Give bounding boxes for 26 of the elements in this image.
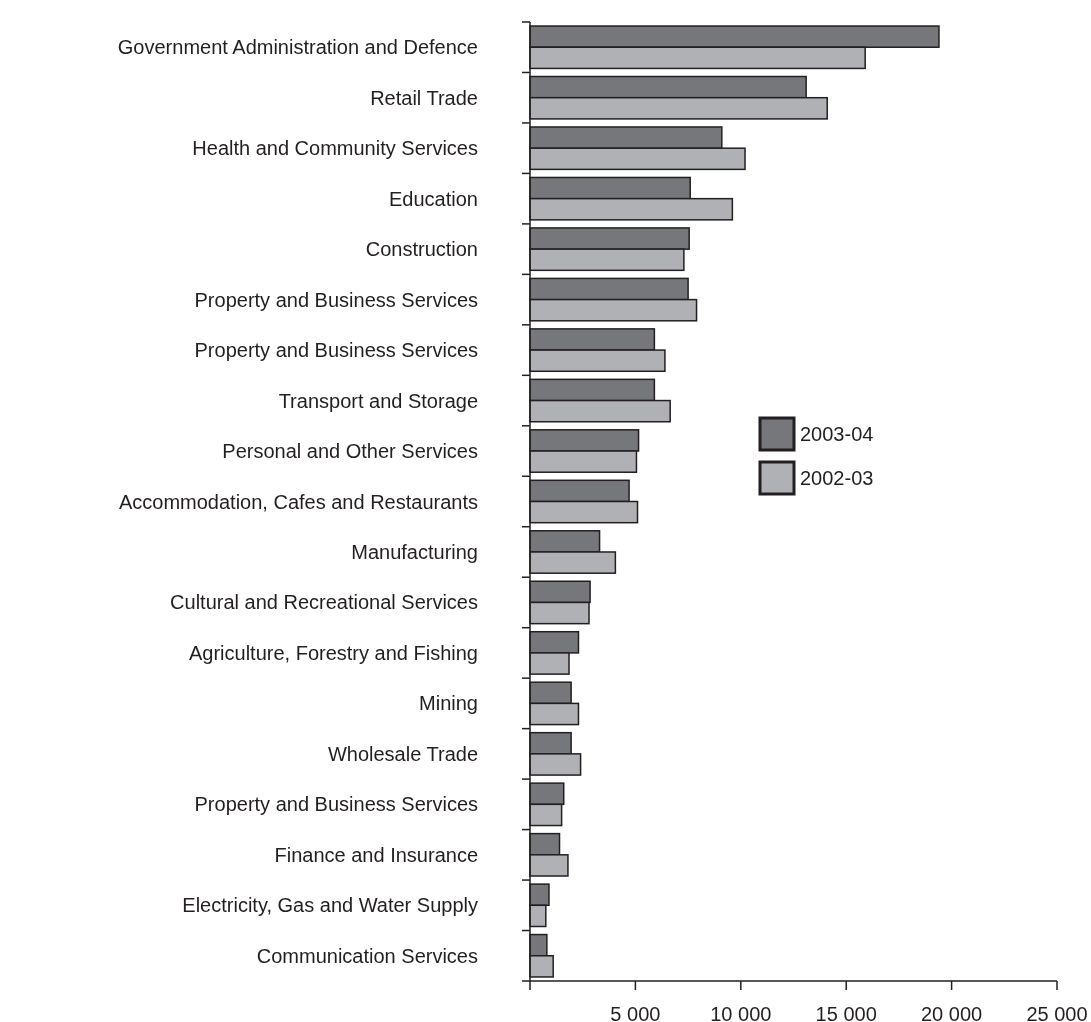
y-tick-label: Property and Business Services bbox=[194, 793, 478, 816]
y-tick-label: Government Administration and Defence bbox=[117, 36, 478, 59]
legend-label: 2002-03 bbox=[800, 467, 874, 489]
y-tick-label: Wholesale Trade bbox=[327, 742, 478, 765]
x-tick-label: 25 000 bbox=[1026, 1003, 1088, 1022]
y-tick-label: Mining bbox=[419, 692, 478, 715]
y-tick-label: Personal and Other Services bbox=[222, 440, 478, 463]
y-tick-label: Accommodation, Cafes and Restaurants bbox=[118, 490, 478, 513]
y-tick-label: Property and Business Services bbox=[194, 339, 478, 362]
x-tick-label: 5 000 bbox=[610, 1003, 661, 1022]
y-tick-label: Manufacturing bbox=[351, 540, 478, 563]
y-tick-label: Communication Services bbox=[256, 944, 478, 967]
y-tick-label: Construction bbox=[365, 238, 478, 261]
y-tick-label: Education bbox=[389, 187, 478, 210]
y-tick-label: Transport and Storage bbox=[278, 389, 478, 412]
y-tick-label: Retail Trade bbox=[370, 86, 478, 109]
x-tick-label: 15 000 bbox=[815, 1003, 877, 1022]
y-tick-label: Health and Community Services bbox=[192, 137, 478, 160]
y-tick-label: Property and Business Services bbox=[194, 288, 478, 311]
x-tick-label: 10 000 bbox=[710, 1003, 772, 1022]
legend-label: 2003-04 bbox=[800, 423, 874, 445]
y-tick-label: Finance and Insurance bbox=[274, 843, 478, 866]
y-tick-label: Agriculture, Forestry and Fishing bbox=[188, 641, 478, 664]
y-tick-label: Cultural and Recreational Services bbox=[170, 591, 478, 614]
x-tick-label: 20 000 bbox=[921, 1003, 983, 1022]
y-tick-label: Electricity, Gas and Water Supply bbox=[182, 894, 478, 917]
